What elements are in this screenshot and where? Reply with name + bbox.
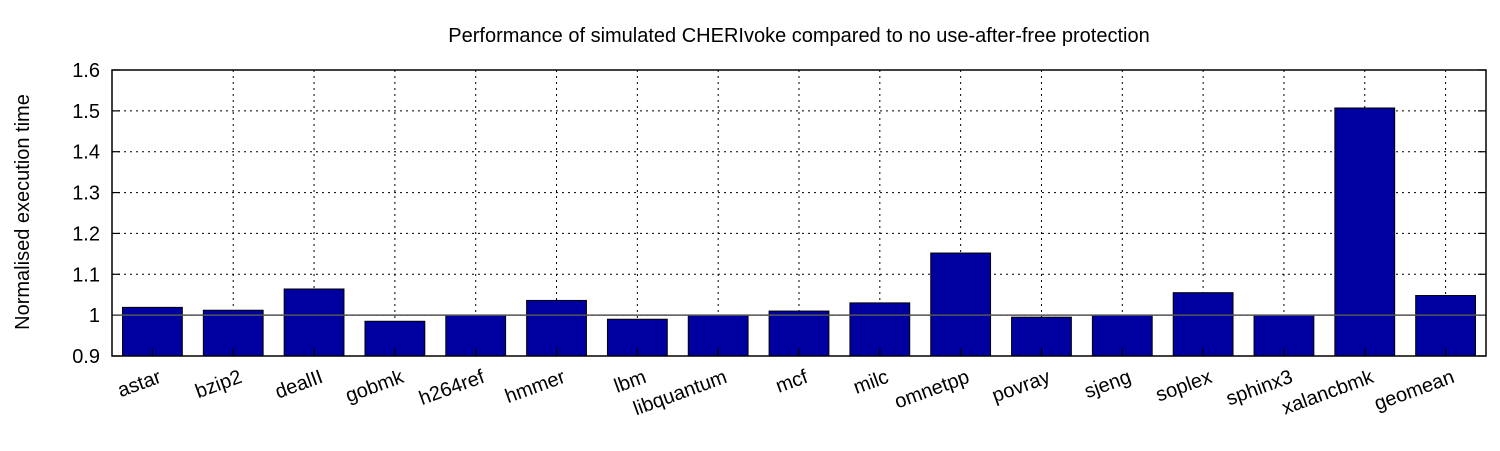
y-tick-label: 1.3 xyxy=(72,183,100,205)
x-tick-label: povray xyxy=(989,366,1053,407)
y-axis-label: Normalised execution time xyxy=(12,94,34,330)
x-axis-labels: astar bzip2 dealII gobmk h264ref hmmer lbmlibq… xyxy=(115,348,1457,420)
x-tick-label: sjeng xyxy=(1082,366,1134,403)
x-tick-label: omnetpp xyxy=(892,366,973,413)
bar xyxy=(1172,292,1234,357)
x-tick-label: lbm xyxy=(611,366,649,398)
x-tick-label: soplex xyxy=(1153,366,1215,406)
bar xyxy=(283,288,345,357)
bar xyxy=(1415,295,1476,357)
chart-title: Performance of simulated CHERIvoke compa… xyxy=(448,25,1149,47)
y-axis-ticks: 0.9 1 1.1 1.2 1.3 1.4 1.5 1.6 xyxy=(72,60,1486,368)
x-tick-label: libquantum xyxy=(630,366,729,420)
y-tick-label: 0.9 xyxy=(72,346,100,368)
x-tick-label: milc xyxy=(851,366,892,399)
x-tick-label: bzip2 xyxy=(192,366,244,403)
y-tick-label: 1.2 xyxy=(72,223,100,245)
bar xyxy=(930,252,992,357)
bar xyxy=(849,302,911,357)
y-tick-label: 1.6 xyxy=(72,60,100,82)
y-tick-label: 1.5 xyxy=(72,101,100,123)
bars xyxy=(122,107,1476,357)
x-tick-label: xalancbmk xyxy=(1279,366,1377,420)
x-tick-label: dealII xyxy=(272,366,326,403)
bar xyxy=(526,299,587,357)
x-tick-label: mcf xyxy=(773,366,811,398)
y-tick-label: 1.4 xyxy=(72,142,100,164)
bar xyxy=(1334,107,1396,357)
x-tick-label: astar xyxy=(115,366,165,402)
y-tick-label: 1.1 xyxy=(72,264,100,286)
y-tick-label: 1 xyxy=(89,305,100,327)
x-tick-label: h264ref xyxy=(416,366,488,410)
x-tick-label: hmmer xyxy=(502,366,568,408)
x-tick-label: gobmk xyxy=(343,366,408,408)
x-tick-label: geomean xyxy=(1371,366,1457,415)
